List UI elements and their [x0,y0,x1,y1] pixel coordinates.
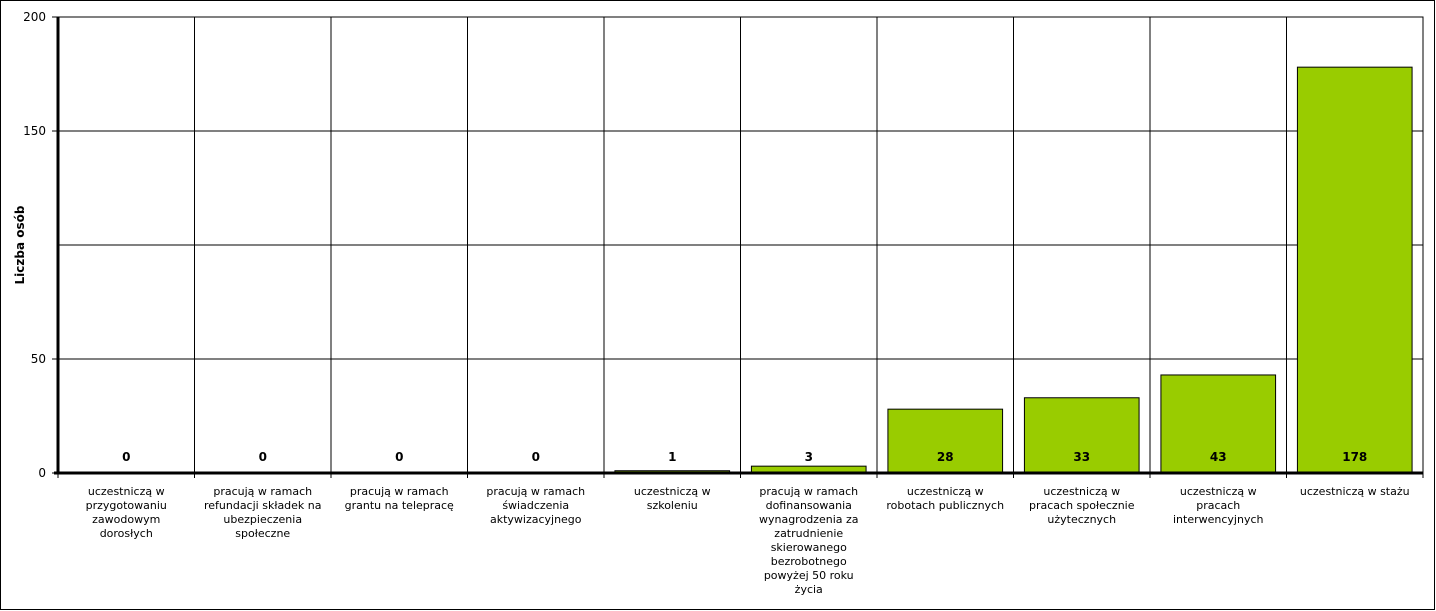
data-label: 28 [937,450,954,464]
x-tick-label: pracują w ramach refundacji składek na u… [203,485,322,540]
data-label: 3 [805,450,813,464]
data-label: 1 [668,450,676,464]
x-tick-label: uczestniczą w robotach publicznych [886,485,1005,512]
bar [1160,374,1277,474]
bars [614,66,1413,474]
x-tick-label: uczestniczą w stażu [1299,485,1410,498]
y-axis-title: Liczba osób [13,205,27,284]
y-tick-labels: 0 50 150 200 [23,10,46,480]
x-tick-label: pracują w ramach grantu na telepracę [344,485,454,512]
data-label: 43 [1210,450,1227,464]
data-label: 178 [1342,450,1367,464]
x-tick-label: uczestniczą w pracach społecznie użytecz… [1028,485,1135,526]
data-label: 0 [395,450,403,464]
data-label: 0 [259,450,267,464]
x-tick-label: pracują w ramach świadczenia aktywizacyj… [486,485,586,526]
y-tick-label: 200 [23,10,46,24]
axes [52,16,1424,478]
data-label: 33 [1073,450,1090,464]
y-tick-label: 50 [31,352,46,366]
y-tick-label: 0 [38,466,46,480]
x-tick-label: uczestniczą w szkoleniu [633,485,711,512]
data-label: 0 [122,450,130,464]
x-tick-label: uczestniczą w przygotowaniu zawodowym do… [85,485,167,540]
bar [1296,66,1413,474]
y-tick-label: 150 [23,124,46,138]
data-labels: 0 0 0 0 1 3 28 33 43 178 [122,450,1367,464]
x-tick-label: uczestniczą w pracach interwencyjnych [1173,485,1264,526]
x-tick-label: pracują w ramach dofinansowania wynagrod… [758,485,859,596]
data-label: 0 [532,450,540,464]
